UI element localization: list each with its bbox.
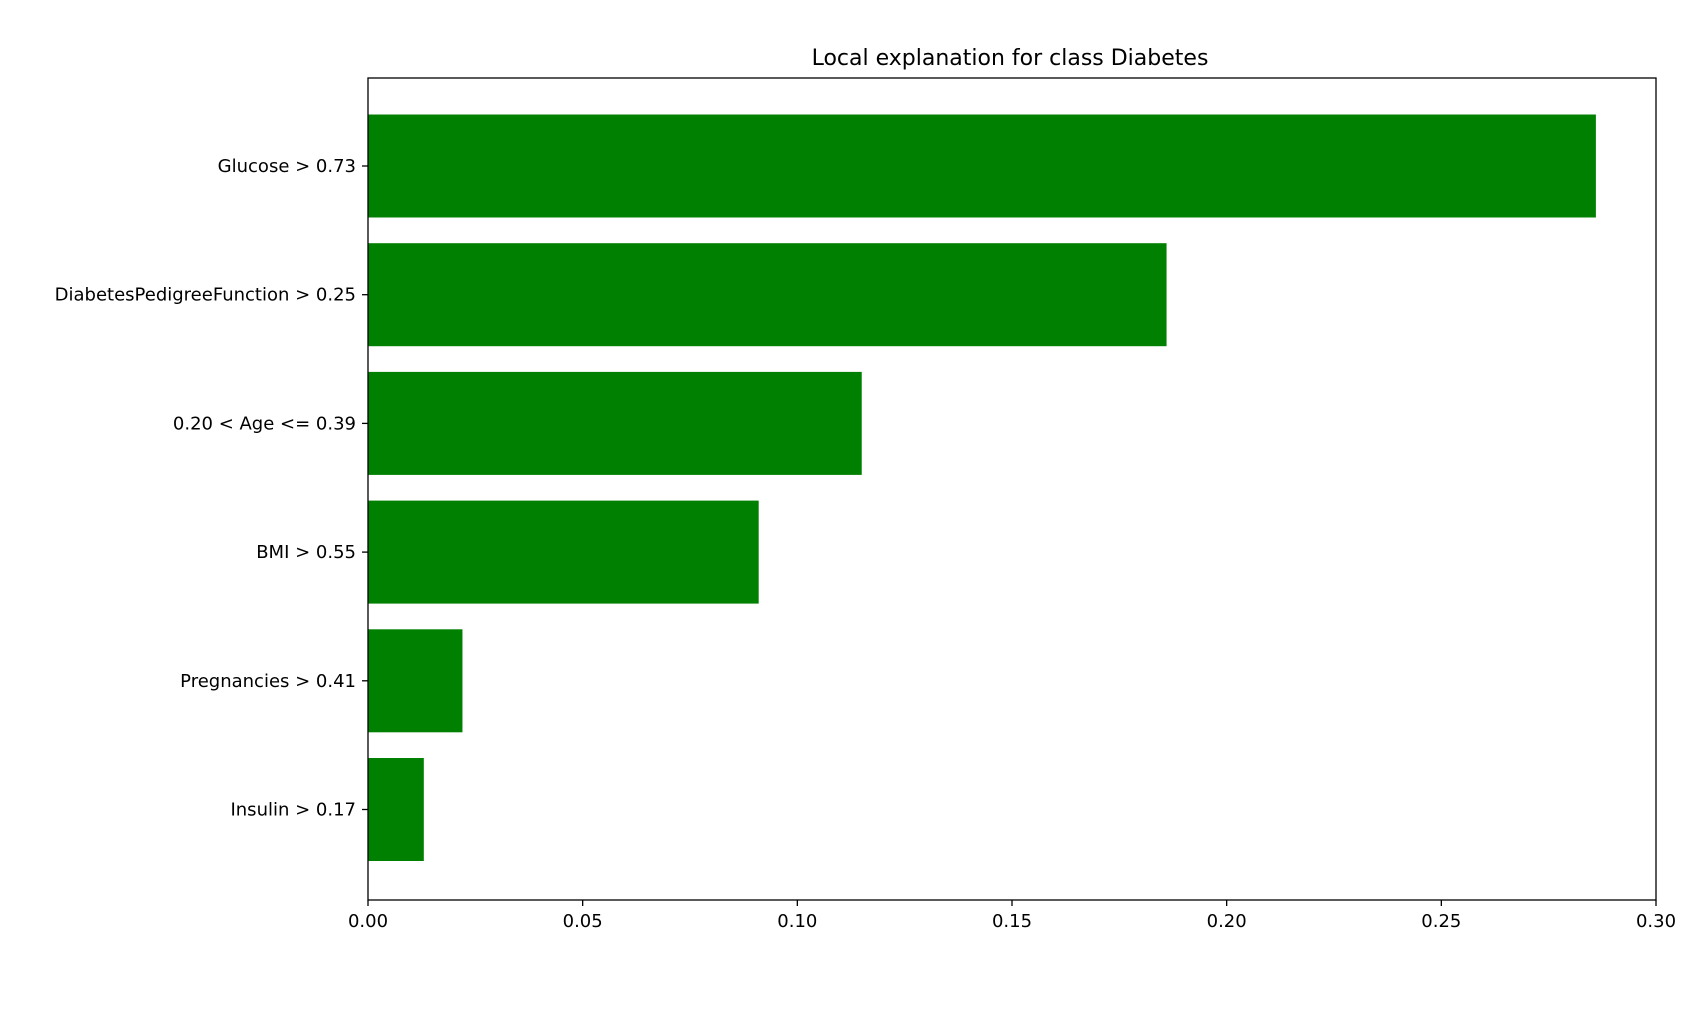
x-tick-label: 0.05 <box>563 911 603 932</box>
bar <box>368 500 759 604</box>
y-tick-label: Pregnancies > 0.41 <box>180 671 356 692</box>
chart-title: Local explanation for class Diabetes <box>812 46 1209 71</box>
x-axis: 0.00 0.05 0.10 0.15 0.20 0.25 0.30 <box>348 900 1676 932</box>
x-tick-label: 0.30 <box>1636 911 1676 932</box>
bar <box>368 629 463 733</box>
y-tick-label: BMI > 0.55 <box>256 542 356 563</box>
y-axis: Glucose > 0.73 DiabetesPedigreeFunction >… <box>55 156 368 821</box>
y-tick-label: Glucose > 0.73 <box>218 156 356 177</box>
x-tick-label: 0.20 <box>1207 911 1247 932</box>
y-tick-label: 0.20 < Age <= 0.39 <box>173 413 356 434</box>
y-tick-label: Insulin > 0.17 <box>230 800 356 821</box>
x-tick-label: 0.25 <box>1421 911 1461 932</box>
bar <box>368 114 1596 218</box>
bar <box>368 758 424 861</box>
x-tick-label: 0.00 <box>348 911 388 932</box>
bar <box>368 371 862 475</box>
bar <box>368 243 1167 347</box>
x-tick-label: 0.15 <box>992 911 1032 932</box>
y-tick-label: DiabetesPedigreeFunction > 0.25 <box>55 285 356 306</box>
x-tick-label: 0.10 <box>777 911 817 932</box>
bars-group <box>368 114 1596 861</box>
plot-frame <box>367 77 1657 901</box>
